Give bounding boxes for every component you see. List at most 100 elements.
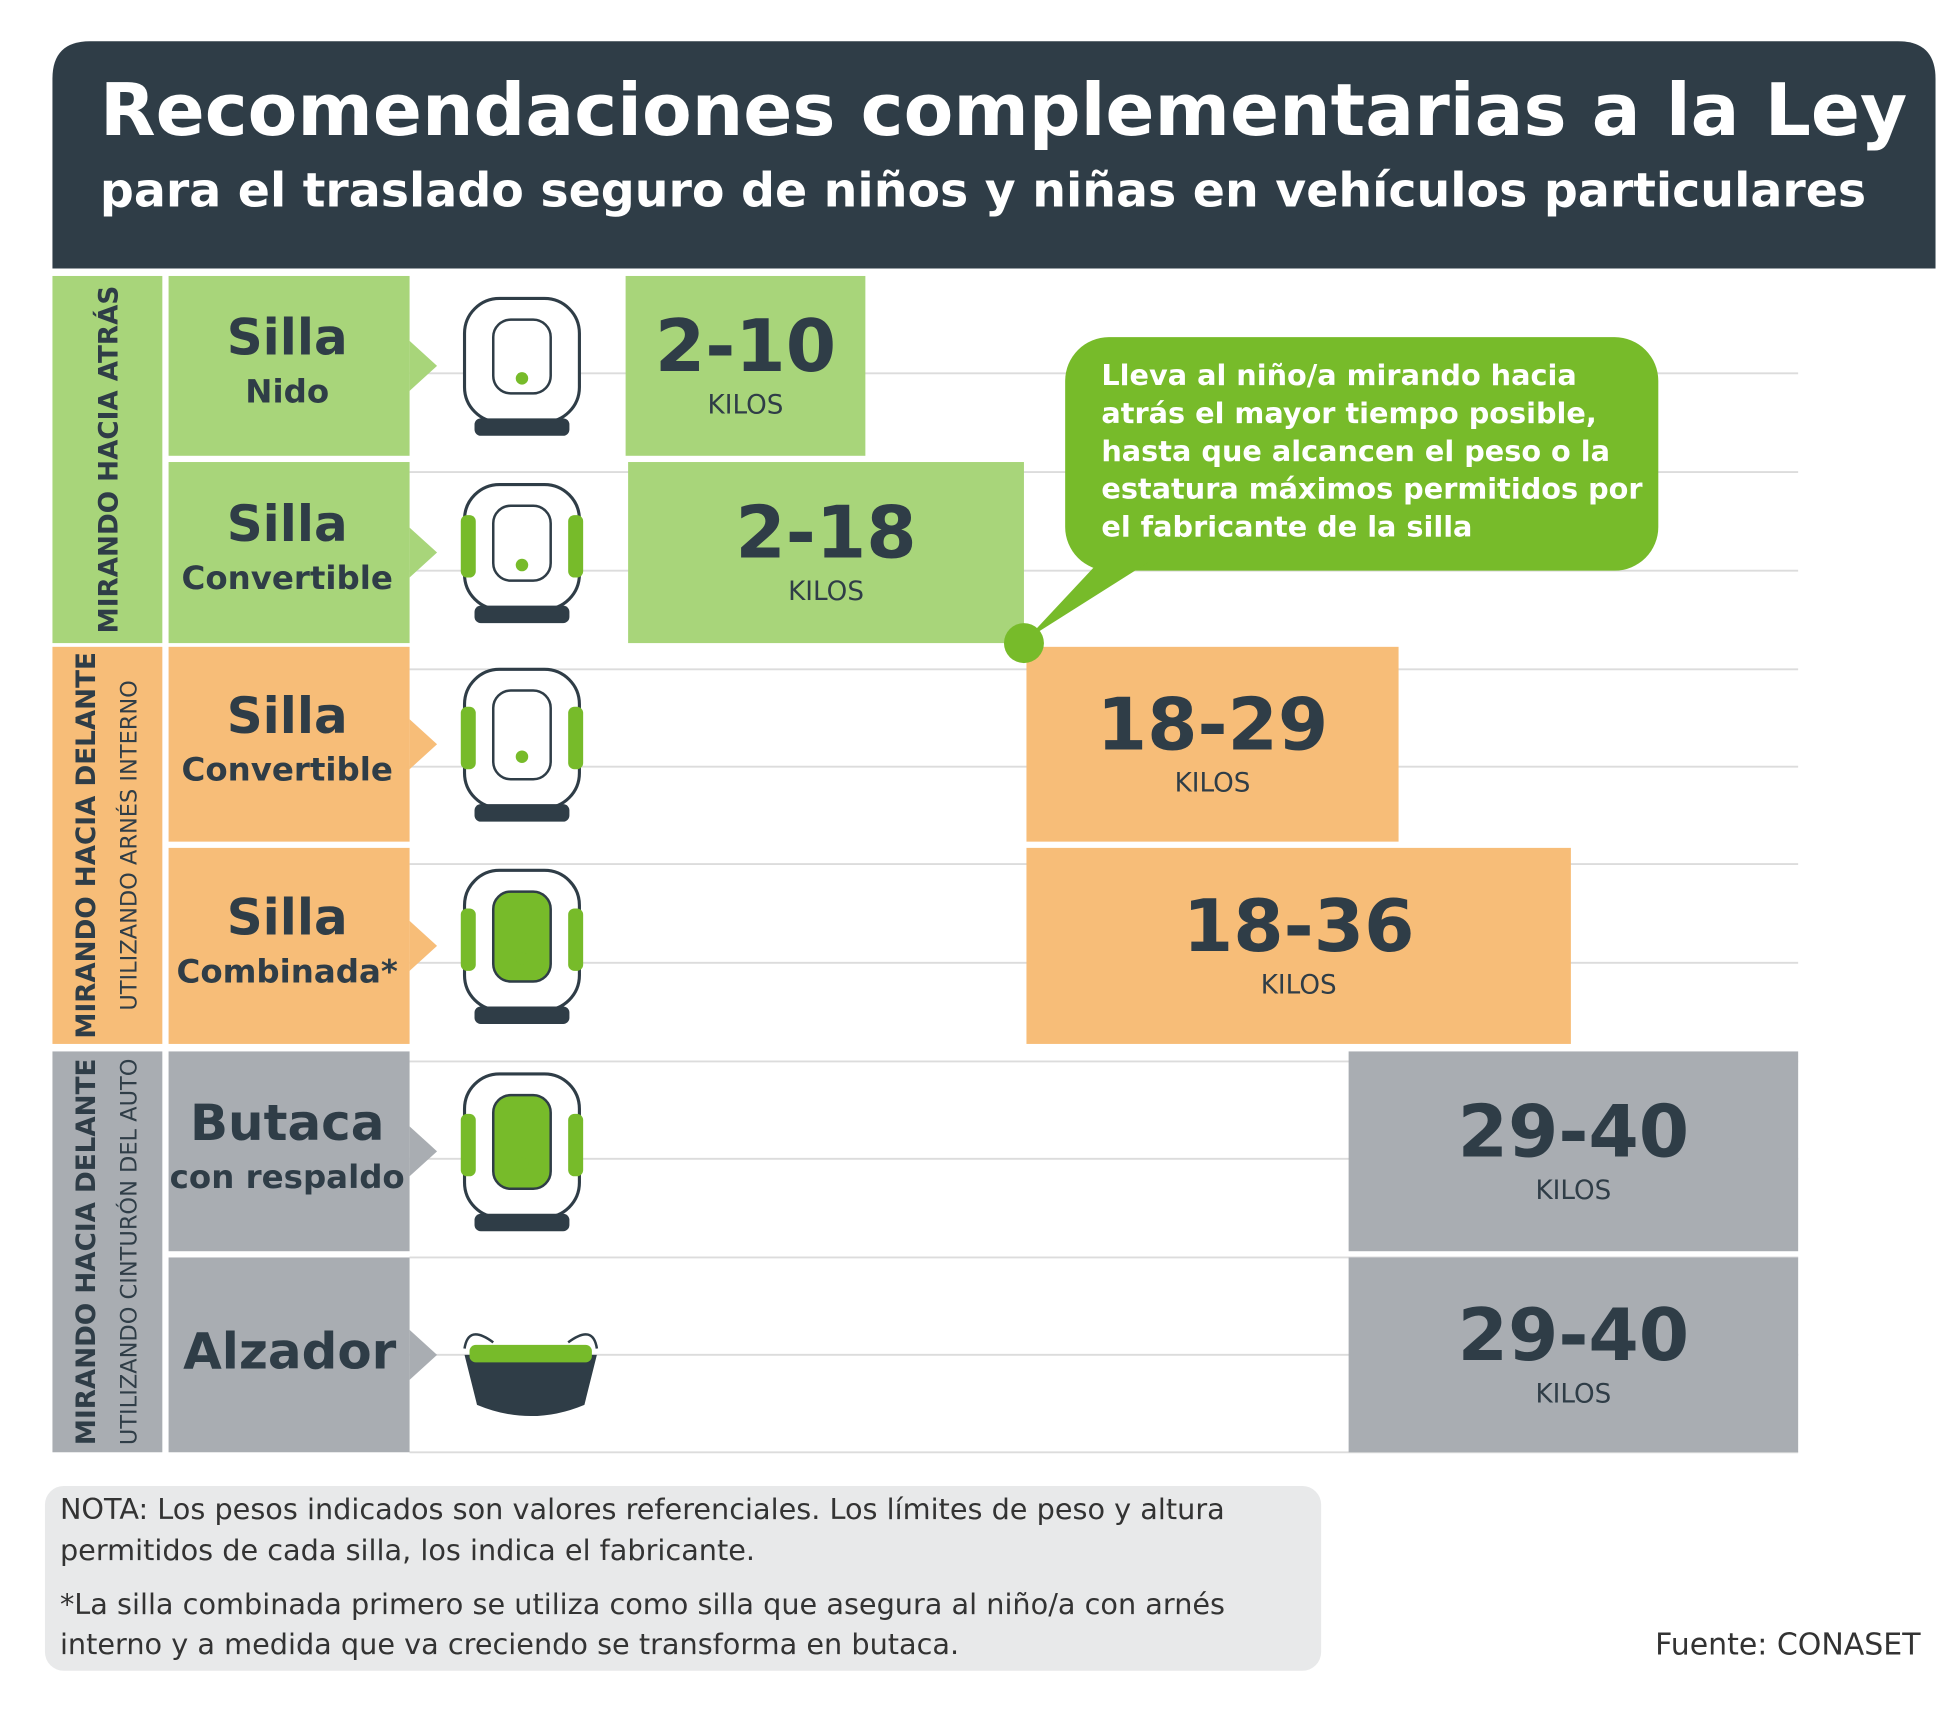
icon-part <box>568 908 584 971</box>
icon-part <box>515 558 529 572</box>
seat-icon <box>460 1072 584 1232</box>
range-value: 29-40 <box>1458 1294 1690 1378</box>
row-arrow <box>409 340 438 391</box>
range-box <box>1026 646 1399 842</box>
row-label-bg <box>168 1257 410 1453</box>
row-name: Silla <box>227 308 348 366</box>
row-arrow <box>409 1126 438 1177</box>
icon-part <box>491 890 552 983</box>
range-unit: KILOS <box>1261 970 1337 1000</box>
note-line: permitidos de cada silla, los indica el … <box>60 1533 755 1567</box>
row-label-bg <box>168 847 410 1044</box>
range-unit: KILOS <box>1175 769 1251 799</box>
note-line: interno y a medida que va creciendo se t… <box>60 1627 959 1661</box>
note-line: *La silla combinada primero se utiliza c… <box>60 1587 1225 1621</box>
row-label-bg <box>168 462 410 644</box>
range-box <box>628 462 1024 644</box>
row-subname: Combinada* <box>177 952 398 990</box>
row-arrow <box>409 719 438 770</box>
header-bg <box>52 41 1936 269</box>
icon-part <box>474 1213 570 1232</box>
group-sublabel: UTILIZANDO CINTURÓN DEL AUTO <box>114 1059 142 1446</box>
callout-line: hasta que alcancen el peso o la <box>1101 434 1610 468</box>
range-unit: KILOS <box>788 577 864 607</box>
callout: Lleva al niño/a mirando hacia atrás el ma… <box>1003 337 1659 664</box>
icon-part <box>491 1093 552 1191</box>
range-unit: KILOS <box>708 390 784 420</box>
icon-part <box>460 515 476 578</box>
callout-line: atrás el mayor tiempo posible, <box>1101 396 1596 430</box>
icon-part <box>460 706 476 770</box>
callout-line: el fabricante de la silla <box>1101 509 1472 543</box>
title: Recomendaciones complementarias a la Ley <box>100 69 1907 153</box>
range-value: 2-10 <box>655 305 836 389</box>
group-bg <box>52 275 163 644</box>
rows: MIRANDO HACIA ATRÁS SillaNido2-10KILOSSil… <box>52 275 1799 1453</box>
icon-part <box>491 318 552 395</box>
seat-icon <box>462 296 581 436</box>
callout-bg <box>1065 337 1659 571</box>
icon-part <box>474 804 570 822</box>
icon-part <box>464 1354 597 1417</box>
icon-part <box>568 706 584 770</box>
range-unit: KILOS <box>1535 1176 1611 1206</box>
icon-part <box>515 1157 529 1171</box>
icon-part <box>469 1344 592 1363</box>
icon-part <box>515 952 529 965</box>
range-box <box>1348 1051 1799 1252</box>
icon-part <box>515 750 529 763</box>
icon-part <box>460 1113 476 1177</box>
row-label-bg <box>168 646 410 842</box>
icon-part <box>474 418 570 436</box>
seat-icon <box>463 1333 599 1417</box>
icon-part <box>460 908 476 971</box>
row-arrow <box>409 920 438 971</box>
icon-part <box>568 515 584 578</box>
group-bg <box>52 646 163 1044</box>
row-name: Alzador <box>183 1322 397 1380</box>
range-unit: KILOS <box>1535 1379 1611 1409</box>
group-label: MIRANDO HACIA DELANTE <box>72 652 102 1039</box>
row-name: Silla <box>227 495 348 553</box>
group-label: MIRANDO HACIA DELANTE <box>72 1059 102 1446</box>
range-box <box>1348 1257 1799 1453</box>
icon-part <box>474 605 570 624</box>
range-value: 18-36 <box>1183 885 1415 969</box>
seat-icon <box>460 482 584 624</box>
row-arrow <box>409 1329 438 1380</box>
callout-line: Lleva al niño/a mirando hacia <box>1101 358 1576 392</box>
callout-line: estatura máximos permitidos por <box>1101 472 1643 506</box>
source: Fuente: CONASET <box>1655 1627 1921 1662</box>
row-label-bg <box>168 1051 410 1252</box>
callout-tail <box>1026 561 1149 640</box>
icon-part <box>568 1113 584 1177</box>
seat-icon <box>460 667 584 822</box>
group-bg <box>52 1051 163 1453</box>
icon-part <box>515 372 529 385</box>
icon-part <box>491 504 552 582</box>
range-box <box>1026 847 1571 1044</box>
row-subname: Convertible <box>182 751 393 789</box>
row-name: Silla <box>227 888 348 946</box>
group-sublabel: UTILIZANDO ARNÉS INTERNO <box>114 680 142 1011</box>
icon-part <box>463 1333 599 1349</box>
note-bg <box>44 1485 1322 1671</box>
icon-part <box>491 689 552 781</box>
row-name: Silla <box>227 687 348 745</box>
group-label: MIRANDO HACIA ATRÁS <box>92 286 124 634</box>
range-value: 18-29 <box>1097 683 1329 767</box>
row-name: Butaca <box>190 1094 384 1152</box>
row-label-bg <box>168 275 410 456</box>
row-subname: Convertible <box>182 559 393 597</box>
range-value: 29-40 <box>1458 1090 1690 1174</box>
note-line: NOTA: Los pesos indicados son valores re… <box>60 1492 1225 1526</box>
icon-part <box>474 1006 570 1024</box>
callout-dot <box>1003 623 1044 664</box>
subtitle: para el traslado seguro de niños y niñas… <box>100 164 1866 219</box>
row-subname: con respaldo <box>170 1158 405 1196</box>
row-arrow <box>409 527 438 578</box>
range-box <box>625 275 866 456</box>
row-subname: Nido <box>245 372 329 410</box>
